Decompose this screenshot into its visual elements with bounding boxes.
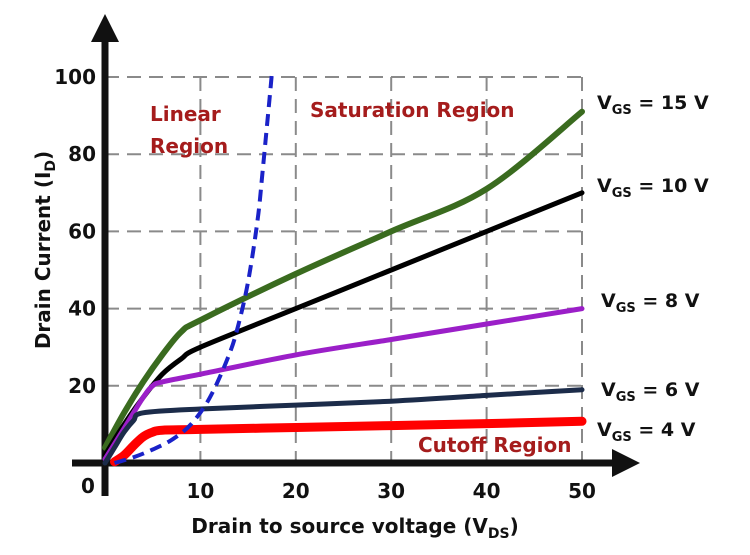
x-tick-label-20: 20	[282, 479, 310, 503]
region-label-linear-1: Linear	[150, 102, 221, 126]
origin-label: 0	[81, 474, 95, 498]
series-labels: VGS = 15 V VGS = 10 V VGS = 8 V VGS = 6 V VG…	[597, 92, 709, 445]
y-axis-arrowhead	[91, 14, 119, 42]
series-label-3: VGS = 8 V	[601, 290, 700, 316]
series-line-5	[110, 416, 587, 467]
series-label-4: VGS = 6 V	[601, 379, 700, 405]
saturation-boundary-curve	[113, 72, 274, 465]
x-tick-label-40: 40	[473, 479, 501, 503]
axes	[72, 14, 640, 496]
series-label-2: VGS = 10 V	[597, 175, 709, 201]
y-axis-title: Drain Current (ID)	[31, 151, 59, 349]
x-tick-label-30: 30	[377, 479, 405, 503]
series-label-5: VGS = 4 V	[597, 419, 696, 445]
y-tick-label-100: 100	[54, 65, 96, 89]
y-tick-label-40: 40	[68, 297, 96, 321]
grid-lines	[105, 76, 583, 463]
y-tick-label-80: 80	[68, 142, 96, 166]
region-label-linear-2: Region	[150, 134, 228, 158]
region-labels: Linear Region Saturation Region Cutoff Regi…	[150, 98, 572, 457]
region-label-cutoff: Cutoff Region	[418, 433, 572, 457]
region-label-saturation: Saturation Region	[310, 98, 515, 122]
x-tick-label-10: 10	[186, 479, 214, 503]
x-axis-title: Drain to source voltage (VDS)	[191, 514, 518, 542]
x-axis-arrowhead	[612, 449, 640, 477]
series-lines	[102, 72, 587, 467]
y-tick-label-20: 20	[68, 374, 96, 398]
y-tick-label-60: 60	[68, 219, 96, 243]
series-label-1: VGS = 15 V	[597, 92, 709, 118]
series-line-3	[102, 306, 585, 462]
series-line-4	[102, 387, 585, 466]
x-tick-label-50: 50	[568, 479, 596, 503]
series-line-1	[102, 108, 585, 451]
tick-labels: 10 20 30 40 50 20 40 60 80 100	[54, 65, 596, 503]
